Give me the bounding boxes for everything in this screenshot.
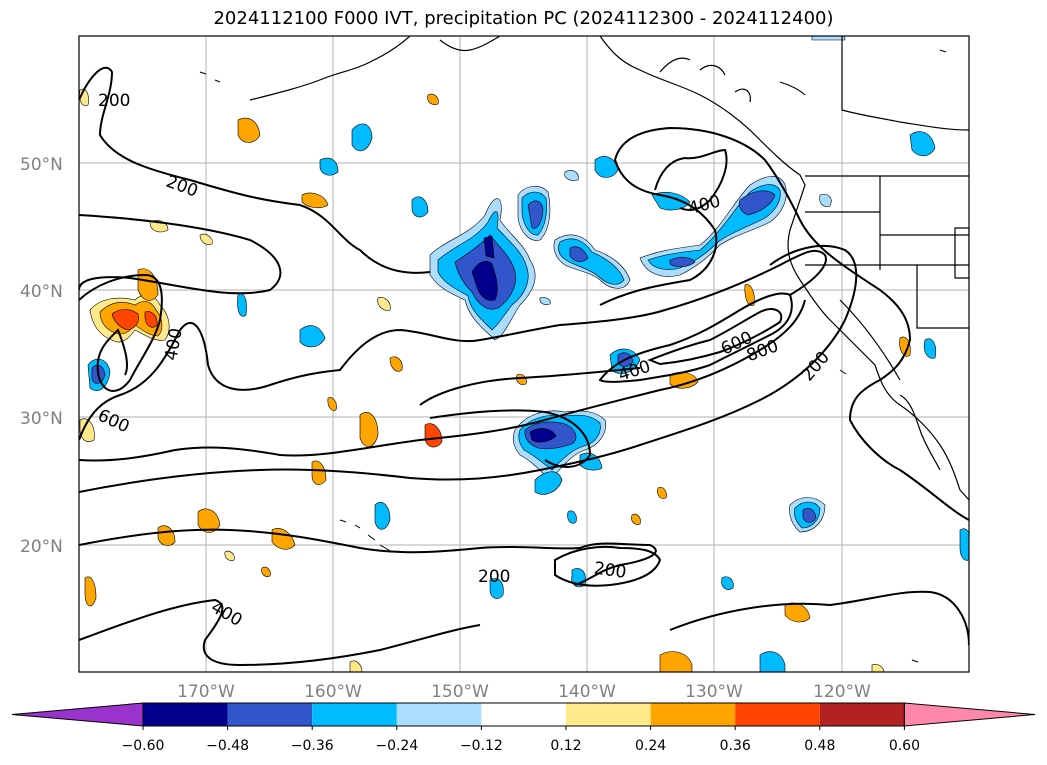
colorbar-extend-high: [903, 702, 1036, 727]
colorbar-segment: [396, 703, 482, 726]
contour-label: 200: [98, 91, 130, 111]
colorbar-outline: [142, 702, 905, 727]
colorbar-tick-label: −0.24: [375, 738, 418, 754]
map-plot-area: 200 200 400 600 400 400 600 800 200 200 …: [78, 35, 970, 673]
colorbar-tick-label: −0.36: [291, 738, 334, 754]
colorbar-extend-low: [11, 702, 144, 727]
colorbar-tick-label: 0.48: [804, 738, 835, 754]
lon-label-170w: 170°W: [177, 682, 235, 702]
colorbar-tick-label: 0.36: [720, 738, 751, 754]
colorbar-segment: [819, 703, 905, 726]
colorbar-segment: [735, 703, 820, 726]
colorbar-tick-label: 0.60: [889, 738, 920, 754]
colorbar-segment: [481, 703, 566, 726]
contour-label: 200: [593, 559, 628, 583]
colorbar-tick-label: −0.12: [460, 738, 503, 754]
colorbar-tick-label: −0.48: [206, 738, 249, 754]
lat-label-30n: 30°N: [20, 409, 63, 429]
colorbar-segment: [312, 703, 397, 726]
lon-label-150w: 150°W: [431, 682, 489, 702]
lat-label-20n: 20°N: [20, 537, 63, 557]
lon-label-130w: 130°W: [685, 682, 743, 702]
longitude-labels: 170°W 160°W 150°W 140°W 130°W 120°W: [177, 682, 871, 702]
colorbar-segment: [227, 703, 313, 726]
colorbar-segment: [143, 703, 228, 726]
map-title: 2024112100 F000 IVT, precipitation PC (2…: [213, 8, 834, 29]
lat-label-40n: 40°N: [20, 282, 63, 302]
lon-label-160w: 160°W: [304, 682, 362, 702]
coastline: [249, 36, 969, 501]
lon-label-140w: 140°W: [558, 682, 616, 702]
colorbar-tick-label: −0.60: [122, 738, 165, 754]
colorbar-segment: [566, 703, 651, 726]
islands: [199, 49, 947, 663]
ivt-contours: [79, 66, 969, 667]
colorbar-tick-label: 0.12: [550, 738, 581, 754]
contour-label: 200: [478, 567, 510, 587]
map-frame: [78, 35, 970, 673]
colorbar: −0.60 −0.48 −0.36 −0.24 −0.12 0.12 0.24 0.36 0.4…: [11, 702, 1036, 754]
precip-negative-shading: [87, 36, 969, 672]
lon-label-120w: 120°W: [813, 682, 871, 702]
latitude-labels: 50°N 40°N 30°N 20°N: [20, 155, 63, 557]
colorbar-segment: [650, 703, 736, 726]
lat-label-50n: 50°N: [20, 155, 63, 175]
colorbar-tick-label: 0.24: [635, 738, 666, 754]
